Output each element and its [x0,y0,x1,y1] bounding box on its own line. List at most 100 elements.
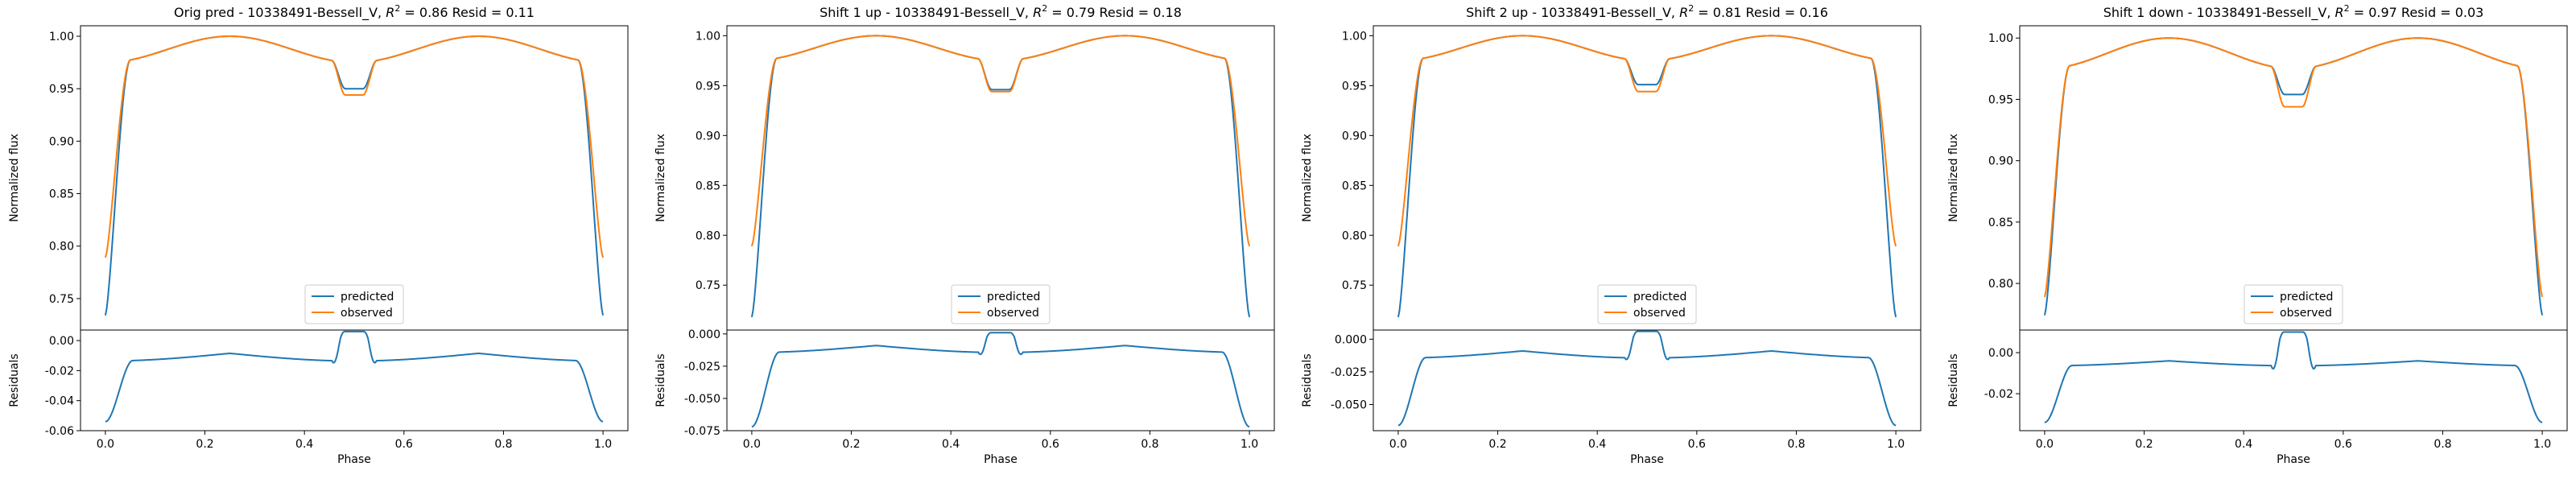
top-ytick-label: 0.90 [696,130,720,142]
legend-label-predicted: predicted [987,291,1040,303]
top-ytick-label: 0.85 [696,180,720,192]
top-ytick-label: 0.75 [696,279,720,292]
top-y-axis-label: Normalized flux [1301,134,1314,222]
bottom-ytick-label: 0.00 [1988,347,2013,360]
xtick-label: 0.8 [1141,438,1158,451]
chart-title: Shift 2 up - 10338491-Bessell_V, R2 = 0.… [1466,3,1828,21]
bottom-axes-frame [726,329,1275,431]
xtick-label: 0.0 [1389,438,1407,451]
xtick-label: 1.0 [1887,438,1905,451]
chart-title-r2-symbol: R [386,5,394,20]
chart-title-prefix: Orig pred - 10338491-Bessell_V, [174,5,386,21]
chart-title-suffix: = 0.97 Resid = 0.03 [2350,5,2484,20]
top-ytick-label: 0.90 [1342,130,1367,142]
top-ytick-label: 0.80 [49,241,74,254]
xtick-label: 0.0 [2036,438,2054,451]
x-axis-label: Phase [1630,453,1664,466]
chart-title-r2-exponent: 2 [1042,3,1047,14]
chart-title-prefix: Shift 1 down - 10338491-Bessell_V, [2103,5,2335,21]
bottom-ytick-label: -0.025 [1331,366,1367,379]
top-ytick-label: 1.00 [696,30,720,43]
bottom-ytick-label: -0.02 [45,365,74,378]
chart-panel-1: Orig pred - 10338491-Bessell_V, R2 = 0.8… [8,3,629,466]
top-ytick-label: 0.85 [1988,217,2013,229]
residuals-line [1397,330,1897,427]
chart-panel-2: Shift 1 up - 10338491-Bessell_V, R2 = 0.… [654,3,1275,466]
bottom-axes-frame [2019,329,2568,431]
legend-box [2244,284,2343,324]
bottom-ytick-label: 0.00 [49,335,74,348]
residuals-line [751,332,1250,428]
bottom-ytick-label: 0.000 [1335,333,1367,346]
top-ytick-label: 0.95 [696,80,720,93]
top-ytick-label: 0.75 [49,293,74,306]
top-ytick-label: 0.80 [696,229,720,242]
xtick-label: 0.8 [2434,438,2451,451]
bottom-ytick-label: -0.04 [45,395,74,408]
chart-title-suffix: = 0.86 Resid = 0.11 [400,5,535,20]
bottom-ytick-label: -0.06 [45,425,74,438]
chart-title: Shift 1 down - 10338491-Bessell_V, R2 = … [2103,3,2484,21]
xtick-label: 0.2 [196,438,213,451]
bottom-ytick-label: 0.000 [688,328,720,341]
top-ytick-label: 0.95 [1342,80,1367,93]
top-ytick-label: 1.00 [1988,32,2013,45]
chart-title: Orig pred - 10338491-Bessell_V, R2 = 0.8… [174,3,535,21]
top-y-axis-label: Normalized flux [1947,134,1960,222]
xtick-label: 0.2 [1488,438,1506,451]
chart-panel-3: Shift 2 up - 10338491-Bessell_V, R2 = 0.… [1301,3,1922,466]
top-ytick-label: 0.80 [1342,229,1367,242]
bottom-ytick-label: -0.02 [1984,388,2013,401]
observed-line [750,35,1251,247]
xtick-label: 0.6 [1688,438,1706,451]
chart-title-suffix: = 0.81 Resid = 0.16 [1694,5,1828,20]
chart-title-r2-symbol: R [1033,5,1042,20]
top-ytick-label: 0.85 [49,188,74,201]
legend-box [304,284,404,324]
legend-box [1597,284,1697,324]
top-y-axis-label: Normalized flux [654,134,667,222]
legend-label-predicted: predicted [1633,291,1686,303]
chart-title-suffix: = 0.79 Resid = 0.18 [1047,5,1182,20]
bottom-y-axis-label: Residuals [654,353,667,407]
observed-line [104,35,605,258]
x-axis-label: Phase [337,453,371,466]
bottom-axes-frame [80,329,629,431]
legend-box [951,284,1051,324]
legend-label-observed: observed [341,307,393,320]
chart-title-r2-exponent: 2 [394,3,400,14]
chart-title-r2-symbol: R [2335,5,2344,20]
xtick-label: 0.0 [743,438,761,451]
chart-title-prefix: Shift 2 up - 10338491-Bessell_V, [1466,5,1679,21]
chart-panel-4: Shift 1 down - 10338491-Bessell_V, R2 = … [1947,3,2568,466]
xtick-label: 0.6 [395,438,413,451]
legend: predicted observed [951,284,1051,324]
x-axis-label: Phase [2277,453,2310,466]
observed-line [1397,35,1897,247]
chart-title-r2-exponent: 2 [1688,3,1694,14]
xtick-label: 1.0 [594,438,612,451]
top-ytick-label: 0.90 [49,135,74,148]
bottom-y-axis-label: Residuals [8,353,21,407]
xtick-label: 1.0 [1241,438,1258,451]
top-y-axis-label: Normalized flux [8,134,21,222]
chart-title-r2-exponent: 2 [2344,3,2350,14]
top-ytick-label: 1.00 [49,31,74,43]
top-ytick-label: 0.90 [1988,155,2013,168]
xtick-label: 0.4 [1588,438,1606,451]
top-ytick-label: 0.95 [49,83,74,96]
bottom-ytick-label: -0.050 [684,393,720,406]
chart-title-prefix: Shift 1 up - 10338491-Bessell_V, [819,5,1033,21]
legend-label-observed: observed [1633,307,1686,320]
top-ytick-label: 0.75 [1342,279,1367,292]
xtick-label: 0.2 [842,438,860,451]
bottom-ytick-label: -0.075 [684,425,720,438]
chart-title-r2-symbol: R [1679,5,1688,20]
legend-label-predicted: predicted [341,291,394,303]
top-ytick-label: 0.80 [1988,278,2013,291]
xtick-label: 0.0 [97,438,114,451]
legend: predicted observed [1597,284,1697,324]
xtick-label: 0.6 [2334,438,2352,451]
legend-label-predicted: predicted [2280,291,2333,303]
